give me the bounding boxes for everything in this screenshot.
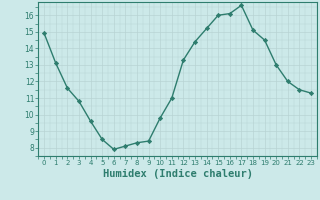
X-axis label: Humidex (Indice chaleur): Humidex (Indice chaleur) <box>103 169 252 179</box>
